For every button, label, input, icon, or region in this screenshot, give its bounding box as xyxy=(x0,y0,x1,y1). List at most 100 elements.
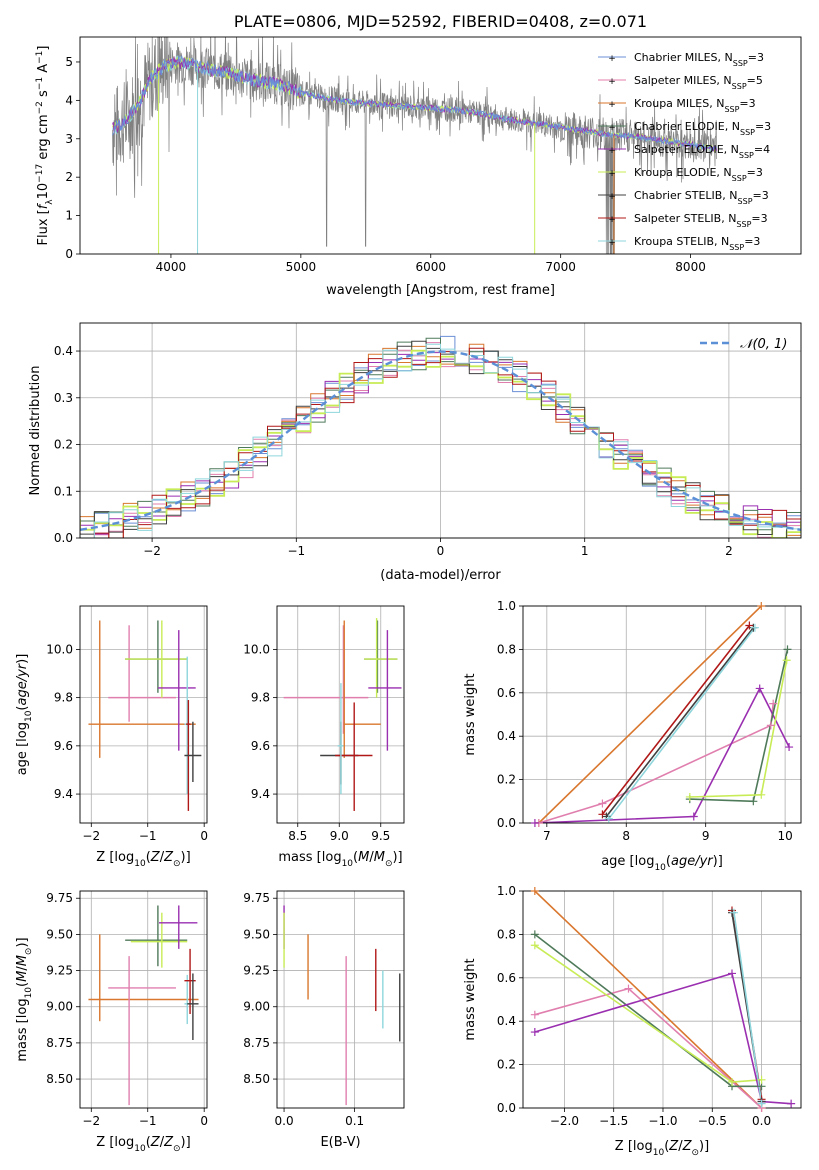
label-part: Z xyxy=(163,850,174,865)
x-tick-label: 9.5 xyxy=(371,829,390,843)
label-part: Z xyxy=(150,850,161,865)
legend-label-n: =4 xyxy=(754,143,770,156)
label-part: )] xyxy=(181,850,191,865)
label-part: ( xyxy=(664,1139,669,1154)
axes-frame xyxy=(522,605,802,824)
label-part: −2 xyxy=(35,101,45,114)
axes: −2 −1 0 1 2 0.0 0.1 0.2 0.3 0.4 xyxy=(54,322,802,558)
y-tick-label: 0.4 xyxy=(497,1014,516,1028)
weight-marker-kroupa-elodie xyxy=(782,656,791,665)
label-part: f xyxy=(36,202,51,209)
y-tick-label: 8.50 xyxy=(46,1072,73,1086)
label-part: age [ xyxy=(601,854,634,869)
weight-marker-kroupa-miles xyxy=(757,602,766,610)
weight-line-salpeter-elodie xyxy=(534,686,790,823)
axes-frame xyxy=(79,36,802,255)
label-part: ⊙ xyxy=(691,1148,699,1158)
label-part: log xyxy=(15,722,30,742)
y-axis-label-text: age [log10(age/yr)] xyxy=(15,654,34,776)
label-part: mass [ xyxy=(15,1018,30,1061)
legend-label-base: Salpeter ELODIE, N xyxy=(634,143,739,156)
y-tick-label: 0.1 xyxy=(54,484,73,498)
label-part: Z xyxy=(163,1135,174,1150)
y-tick-label: 9.25 xyxy=(243,964,270,978)
y-tick-label: 9.75 xyxy=(243,891,270,905)
x-tick-label: 0 xyxy=(437,544,445,558)
weight-marker-salpeter-miles xyxy=(769,699,778,708)
x-tick-label: −1 xyxy=(139,829,157,843)
weight-line-kroupa-stelib xyxy=(608,627,756,820)
legend-label-sub: SSP xyxy=(736,220,751,229)
weight-marker-salpeter-elodie xyxy=(785,743,794,752)
legend-label-kroupa-miles: Kroupa MILES, NSSP=3 xyxy=(634,97,756,114)
legend-label-gaussian: 𝒩(0, 1) xyxy=(740,337,787,352)
label-part: 10 xyxy=(342,859,354,869)
label-part: log xyxy=(322,850,342,865)
weight-marker-kroupa-stelib xyxy=(604,814,613,823)
label-part: age/yr xyxy=(15,662,30,705)
z-mass-panel: −2 −1 08.508.759.009.259.509.75Z [log10(Z/… xyxy=(15,890,208,1154)
ebv-mass-panel: 0.0 0.1 8.50 8.75 9.00 9.25 9.50 9.75 E(B-V) xyxy=(243,890,405,1150)
label-part: (data-model)/error xyxy=(380,568,501,583)
y-axis-label: mass weight xyxy=(463,673,478,755)
weight-marker-salpeter-elodie xyxy=(530,819,539,827)
legend: 𝒩(0, 1) xyxy=(700,337,787,352)
y-axis-label: age [log10(age/yr)] xyxy=(15,654,34,776)
grid xyxy=(277,891,404,1108)
weight-marker-salpeter-miles xyxy=(530,1010,539,1019)
y-tick-label: 0.0 xyxy=(497,816,516,830)
legend-label-base: Chabrier ELODIE, N xyxy=(634,120,740,133)
axes-frame xyxy=(79,890,208,1109)
y-tick-label: 9.00 xyxy=(46,1000,73,1014)
weight-marker-chabrier-elodie xyxy=(783,645,792,654)
weight-marker-kroupa-stelib xyxy=(729,908,738,917)
axes: 0.0 0.1 8.50 8.75 9.00 9.25 9.50 9.75 xyxy=(243,890,405,1128)
x-axis-label: (data-model)/error xyxy=(380,568,501,583)
z-age-panel: −2 −1 09.49.69.810.0Z [log10(Z/Z⊙)]age [lo… xyxy=(15,605,208,869)
x-tick-label: −1 xyxy=(139,1114,157,1128)
x-tick-label: −2 xyxy=(82,829,100,843)
y-tick-label: 0.0 xyxy=(54,531,73,545)
legend-label-base: Kroupa MILES, N xyxy=(634,97,724,110)
legend-label-salpeter-miles: Salpeter MILES, NSSP=5 xyxy=(634,74,763,91)
label-part: ( xyxy=(146,1135,151,1150)
x-tick-label: −1.0 xyxy=(648,1114,677,1128)
x-tick-label: 0.1 xyxy=(345,1114,364,1128)
label-part: )] xyxy=(15,654,30,664)
x-tick-label: 9 xyxy=(702,829,710,843)
label-part: ( xyxy=(15,982,30,987)
weight-line-salpeter-elodie xyxy=(534,972,792,1105)
label-part: s xyxy=(36,90,51,101)
label-part: 10 xyxy=(24,710,34,722)
x-tick-label: 5000 xyxy=(286,260,317,274)
legend-label-n: =3 xyxy=(744,235,760,248)
label-part: Z xyxy=(668,1139,679,1154)
x-axis-label: mass [log10(M/M⊙)] xyxy=(278,850,402,869)
weight-marker-salpeter-elodie xyxy=(689,812,698,821)
weight-marker-kroupa-stelib xyxy=(757,1099,766,1108)
y-tick-label: 2 xyxy=(65,170,73,184)
x-tick-label: −1 xyxy=(287,544,305,558)
legend-label-n: =3 xyxy=(753,189,769,202)
y-tick-label: 9.4 xyxy=(54,787,73,801)
x-axis-label: Z [log10(Z/Z⊙)] xyxy=(96,1135,190,1154)
legend-label-n: =3 xyxy=(751,212,767,225)
label-part: / xyxy=(160,1135,165,1150)
label-part: Normed distribution xyxy=(28,366,43,496)
weight-line-kroupa-elodie xyxy=(534,944,762,1083)
label-part: / xyxy=(160,850,165,865)
y-tick-label: 8.75 xyxy=(243,1036,270,1050)
axes-frame xyxy=(79,605,208,824)
legend-label-sub: SSP xyxy=(739,151,754,160)
weight-line-salpeter-miles xyxy=(538,703,774,823)
plot-area xyxy=(112,37,718,254)
grid xyxy=(523,890,801,1109)
x-tick-label: −0.5 xyxy=(698,1114,727,1128)
weight-marker-salpeter-miles xyxy=(766,721,775,730)
observed-spectrum-line xyxy=(112,37,717,254)
label-part: Z [ xyxy=(96,1135,114,1150)
legend-label-base: Kroupa ELODIE, N xyxy=(634,166,732,179)
y-tick-label: 1.0 xyxy=(497,884,516,898)
